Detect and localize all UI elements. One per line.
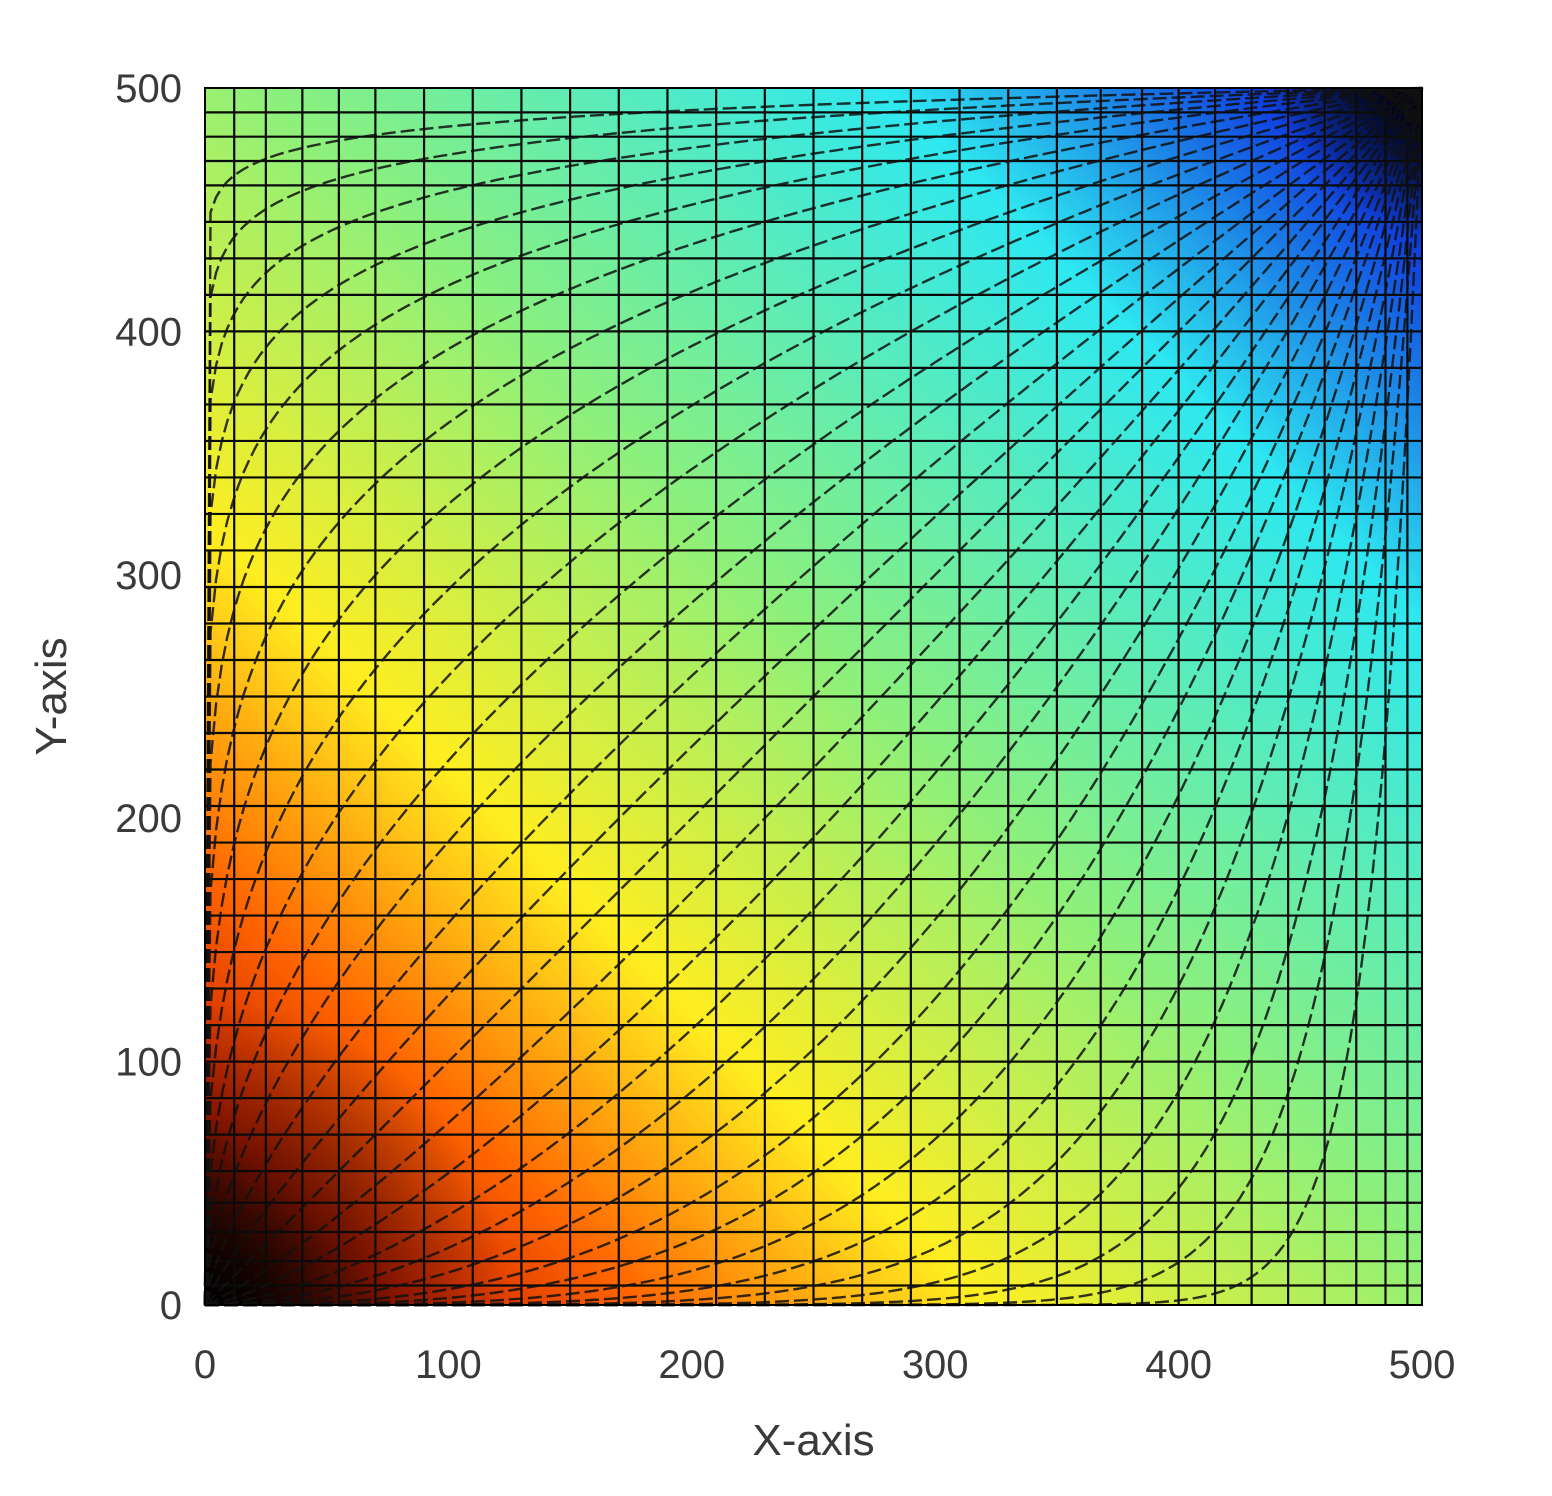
- x-tick-label: 100: [415, 1343, 482, 1387]
- curve-line: [203, 86, 1423, 1306]
- y-axis-label: Y-axis: [27, 637, 76, 755]
- curve-line: [203, 86, 1423, 1306]
- y-tick-label: 200: [115, 797, 182, 841]
- curve-family: [203, 86, 1424, 1307]
- curve-line: [203, 86, 1423, 1306]
- y-tick-label: 0: [160, 1284, 182, 1328]
- y-tick-label: 300: [115, 554, 182, 598]
- x-axis-label: X-axis: [752, 1416, 874, 1465]
- curve-line: [204, 87, 1423, 1307]
- curve-line: [204, 87, 1424, 1307]
- curve-line: [205, 87, 1424, 1307]
- curve-line: [205, 87, 1424, 1307]
- curve-line: [203, 86, 1423, 1306]
- plot-frame: [204, 87, 1423, 1306]
- curve-line: [203, 86, 1423, 1306]
- x-tick-label: 200: [658, 1343, 725, 1387]
- y-tick-label: 500: [115, 67, 182, 111]
- plot-area: [203, 86, 1424, 1307]
- y-tick-labels: 0 100 200 300 400 500: [115, 67, 182, 1328]
- grid-lines: [205, 88, 1422, 1305]
- x-tick-label: 400: [1145, 1343, 1212, 1387]
- y-tick-label: 400: [115, 310, 182, 354]
- curve-line: [204, 87, 1423, 1306]
- curve-line: [204, 87, 1423, 1307]
- x-tick-labels: 0 100 200 300 400 500: [194, 1343, 1456, 1387]
- curve-line: [203, 86, 1423, 1306]
- curve-line: [205, 87, 1424, 1307]
- x-tick-label: 300: [902, 1343, 969, 1387]
- curve-line: [203, 86, 1423, 1306]
- x-tick-label: 500: [1389, 1343, 1456, 1387]
- y-tick-label: 100: [115, 1041, 182, 1085]
- curve-line: [203, 86, 1423, 1306]
- x-tick-label: 0: [194, 1343, 216, 1387]
- curve-line: [203, 86, 1423, 1306]
- curve-line: [205, 87, 1424, 1307]
- curve-line: [203, 86, 1423, 1306]
- curve-line: [203, 87, 1423, 1306]
- curve-line: [203, 86, 1423, 1306]
- curve-line: [203, 86, 1423, 1306]
- curve-line: [203, 87, 1423, 1306]
